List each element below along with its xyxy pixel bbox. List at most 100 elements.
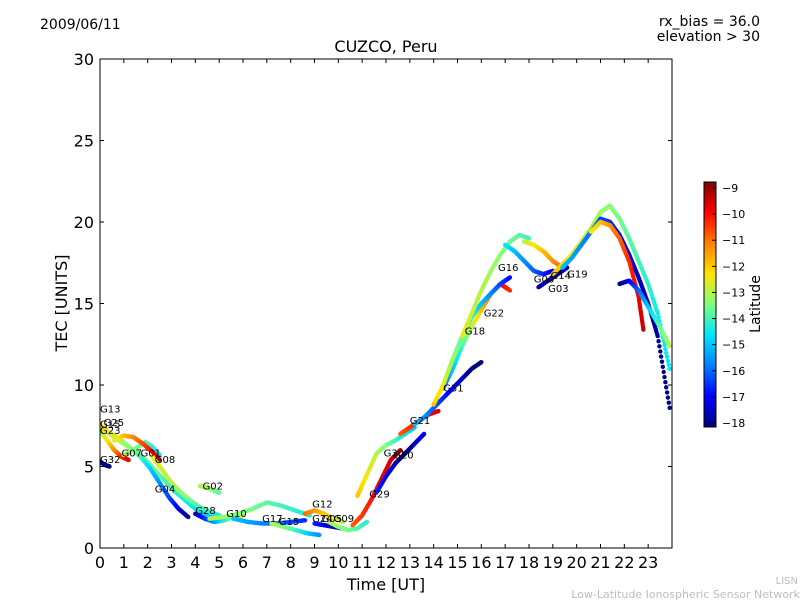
data-point: [436, 408, 441, 414]
data-point: [664, 390, 670, 395]
x-tick-label: 0: [95, 553, 105, 572]
x-axis: 0 1 2 3 4 5 6 7 8 9 10 11 12 13 14 15 16 17 18 19 20 21 22 23: [95, 59, 658, 572]
prn-label: G04: [155, 485, 175, 496]
data-point: [658, 354, 664, 359]
series-G22: [431, 275, 513, 407]
colorbar-tick-label: −13: [722, 286, 745, 299]
y-tick-label: 25: [74, 132, 94, 151]
prn-label: G16: [498, 263, 518, 274]
data-point: [655, 311, 660, 316]
prn-label: G15: [100, 419, 120, 430]
colorbar-tick-label: −10: [722, 208, 745, 221]
data-point: [302, 518, 308, 523]
data-point: [340, 519, 346, 525]
data-point: [659, 359, 665, 364]
data-point: [661, 369, 666, 375]
x-tick-label: 19: [543, 553, 563, 572]
x-tick-label: 21: [590, 553, 610, 572]
x-tick-label: 7: [262, 553, 272, 572]
series-G02: [197, 483, 222, 495]
y-tick-label: 20: [74, 213, 94, 232]
series-G10: [207, 500, 312, 521]
prn-label: G06: [534, 274, 554, 285]
prn-label: G32: [100, 455, 120, 466]
x-tick-label: 4: [190, 553, 200, 572]
data-point: [157, 457, 162, 463]
colorbar-tick-label: −9: [722, 182, 738, 195]
prn-label: G21: [410, 416, 430, 427]
date-label: 2009/06/11: [40, 17, 121, 33]
data-point: [666, 362, 671, 367]
prn-label: G02: [203, 481, 223, 492]
data-point: [479, 360, 484, 365]
series-G16: [460, 232, 532, 339]
x-tick-label: 1: [119, 553, 129, 572]
data-point: [186, 514, 191, 520]
x-axis-label: Time [UT]: [346, 575, 425, 594]
x-tick-label: 15: [447, 553, 467, 572]
y-axis: 0 5 10 15 20 25 30: [74, 50, 672, 558]
data-point: [667, 343, 672, 349]
data-point: [663, 380, 668, 385]
series-G23: [100, 428, 131, 463]
data-point: [665, 358, 671, 363]
data-point: [656, 315, 661, 320]
colorbar-tick-label: −17: [722, 391, 745, 404]
colorbar-tick-label: −14: [722, 313, 745, 326]
data-point: [666, 400, 671, 405]
colorbar-label: Latitude: [748, 275, 764, 333]
rx-bias-label: rx_bias = 36.0: [658, 14, 760, 30]
x-tick-label: 3: [166, 553, 176, 572]
x-tick-label: 20: [566, 553, 586, 572]
y-tick-label: 5: [84, 458, 94, 477]
data-point: [217, 490, 222, 495]
prn-label: G23: [100, 426, 120, 437]
colorbar-tick-label: −11: [722, 234, 745, 247]
series-G12: [302, 508, 346, 525]
data-point: [662, 374, 667, 380]
colorbar-tick-label: −16: [722, 365, 745, 378]
prn-label: G10: [226, 509, 246, 520]
data-point: [107, 464, 112, 469]
prn-label: G13: [100, 405, 120, 416]
x-tick-label: 16: [471, 553, 491, 572]
data-point: [398, 448, 403, 453]
x-tick-label: 10: [328, 553, 348, 572]
prn-label: G17: [262, 514, 282, 525]
x-tick-label: 23: [638, 553, 658, 572]
colorbar-tick-label: −15: [722, 339, 745, 352]
colorbar: [703, 181, 717, 428]
prn-label: G18: [465, 327, 485, 338]
prn-label: G14: [551, 271, 571, 282]
data-point: [507, 288, 513, 293]
colorbar-tick-label: −12: [722, 260, 745, 273]
series-track-29: [617, 278, 672, 349]
x-tick-label: 18: [519, 553, 539, 572]
series-layer: [100, 203, 672, 538]
prn-label: G15: [279, 517, 299, 528]
data-point: [660, 364, 665, 369]
prn-label: G29: [369, 490, 389, 501]
data-point: [663, 346, 668, 352]
prn-label: G24: [312, 514, 332, 525]
data-point: [364, 519, 370, 525]
series-G32: [100, 459, 112, 469]
footer-network: Low-Latitude Ionospheric Sensor Network: [571, 588, 800, 601]
y-tick-label: 10: [74, 376, 94, 395]
chart-title: CUZCO, Peru: [334, 37, 438, 56]
data-point: [641, 327, 646, 332]
prn-label: G03: [548, 284, 568, 295]
series-G04: [150, 454, 222, 518]
series-G20: [374, 431, 427, 495]
prn-label: G25: [104, 418, 124, 429]
prn-label: G09: [334, 514, 354, 525]
series-G03: [536, 265, 570, 290]
prn-label: G30: [384, 449, 404, 460]
prn-label: G12: [312, 499, 332, 510]
y-tick-label: 30: [74, 50, 94, 69]
x-tick-label: 9: [309, 553, 319, 572]
x-tick-label: 11: [352, 553, 372, 572]
data-point: [658, 349, 663, 354]
x-tick-label: 13: [400, 553, 420, 572]
